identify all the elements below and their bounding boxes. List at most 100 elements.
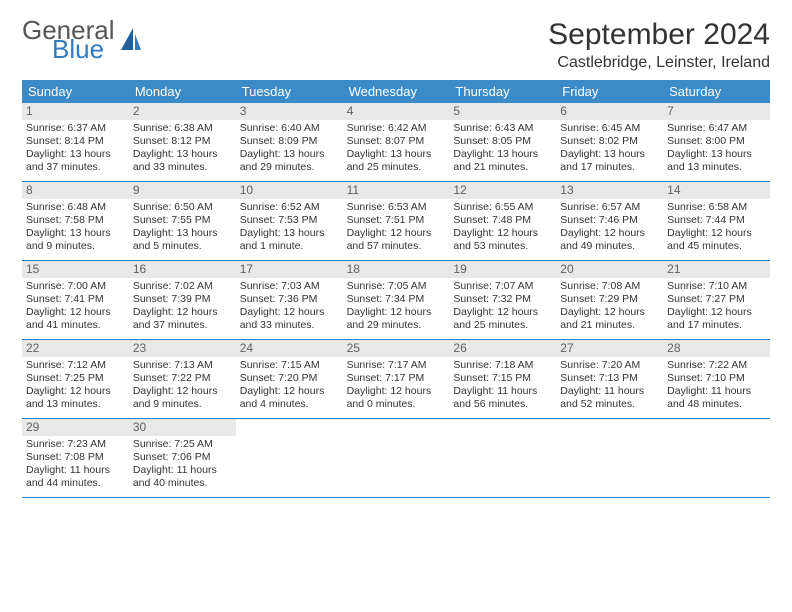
calendar-cell: 22 Sunrise: 7:12 AMSunset: 7:25 PMDayligh… [22, 340, 129, 418]
daylight-line: Daylight: 12 hours and 13 minutes. [26, 385, 125, 411]
day-number: 30 [129, 419, 236, 436]
day-number: 22 [22, 340, 129, 357]
sunset-line: Sunset: 7:29 PM [560, 293, 659, 306]
calendar-cell: 25Sunrise: 7:17 AMSunset: 7:17 PMDayligh… [343, 340, 450, 418]
daylight-line: Daylight: 12 hours and 49 minutes. [560, 227, 659, 253]
daylight-line: Daylight: 11 hours and 52 minutes. [560, 385, 659, 411]
sunrise-line: Sunrise: 7:12 AM [26, 359, 125, 372]
sunrise-line: Sunrise: 6:52 AM [240, 201, 339, 214]
sunset-line: Sunset: 7:55 PM [133, 214, 232, 227]
calendar-cell: 28Sunrise: 7:22 AMSunset: 7:10 PMDayligh… [663, 340, 770, 418]
logo: General Blue [22, 18, 143, 61]
sunset-line: Sunset: 7:25 PM [26, 372, 125, 385]
sunrise-line: Sunrise: 7:03 AM [240, 280, 339, 293]
calendar-cell: 17Sunrise: 7:03 AMSunset: 7:36 PMDayligh… [236, 261, 343, 339]
sunrise-line: Sunrise: 7:17 AM [347, 359, 446, 372]
day-number: 27 [556, 340, 663, 357]
logo-text: General Blue [22, 18, 115, 61]
day-number: 6 [556, 103, 663, 120]
day-number: 4 [343, 103, 450, 120]
sunset-line: Sunset: 7:15 PM [453, 372, 552, 385]
calendar-cell: 18Sunrise: 7:05 AMSunset: 7:34 PMDayligh… [343, 261, 450, 339]
sunrise-line: Sunrise: 7:23 AM [26, 438, 125, 451]
sunrise-line: Sunrise: 7:00 AM [26, 280, 125, 293]
daylight-line: Daylight: 13 hours and 5 minutes. [133, 227, 232, 253]
sunrise-line: Sunrise: 7:15 AM [240, 359, 339, 372]
day-number: 26 [449, 340, 556, 357]
calendar-week: 8Sunrise: 6:48 AMSunset: 7:58 PMDaylight… [22, 182, 770, 261]
calendar-cell: 30Sunrise: 7:25 AMSunset: 7:06 PMDayligh… [129, 419, 236, 497]
sunset-line: Sunset: 8:07 PM [347, 135, 446, 148]
header: General Blue September 2024 Castlebridge… [22, 18, 770, 72]
calendar-cell: 21Sunrise: 7:10 AMSunset: 7:27 PMDayligh… [663, 261, 770, 339]
sunset-line: Sunset: 7:13 PM [560, 372, 659, 385]
daylight-line: Daylight: 11 hours and 48 minutes. [667, 385, 766, 411]
day-number: 16 [129, 261, 236, 278]
calendar-cell [449, 419, 556, 497]
calendar-cell: 12Sunrise: 6:55 AMSunset: 7:48 PMDayligh… [449, 182, 556, 260]
weekday-label: Wednesday [343, 80, 450, 103]
calendar-cell: 7 Sunrise: 6:47 AMSunset: 8:00 PMDaylight… [663, 103, 770, 181]
sunset-line: Sunset: 7:34 PM [347, 293, 446, 306]
sunset-line: Sunset: 7:53 PM [240, 214, 339, 227]
sunrise-line: Sunrise: 6:38 AM [133, 122, 232, 135]
weekday-label: Sunday [22, 80, 129, 103]
daylight-line: Daylight: 12 hours and 53 minutes. [453, 227, 552, 253]
sunrise-line: Sunrise: 6:47 AM [667, 122, 766, 135]
calendar-cell: 6 Sunrise: 6:45 AMSunset: 8:02 PMDaylight… [556, 103, 663, 181]
sunset-line: Sunset: 8:00 PM [667, 135, 766, 148]
calendar-cell: 11Sunrise: 6:53 AMSunset: 7:51 PMDayligh… [343, 182, 450, 260]
sunrise-line: Sunrise: 7:02 AM [133, 280, 232, 293]
daylight-line: Daylight: 12 hours and 33 minutes. [240, 306, 339, 332]
sunrise-line: Sunrise: 7:10 AM [667, 280, 766, 293]
calendar-cell: 14Sunrise: 6:58 AMSunset: 7:44 PMDayligh… [663, 182, 770, 260]
daylight-line: Daylight: 12 hours and 45 minutes. [667, 227, 766, 253]
daylight-line: Daylight: 11 hours and 40 minutes. [133, 464, 232, 490]
day-number: 12 [449, 182, 556, 199]
day-number: 20 [556, 261, 663, 278]
calendar-cell: 4 Sunrise: 6:42 AMSunset: 8:07 PMDaylight… [343, 103, 450, 181]
daylight-line: Daylight: 12 hours and 21 minutes. [560, 306, 659, 332]
calendar-cell [236, 419, 343, 497]
sunrise-line: Sunrise: 6:48 AM [26, 201, 125, 214]
calendar-cell: 8Sunrise: 6:48 AMSunset: 7:58 PMDaylight… [22, 182, 129, 260]
daylight-line: Daylight: 13 hours and 17 minutes. [560, 148, 659, 174]
daylight-line: Daylight: 13 hours and 33 minutes. [133, 148, 232, 174]
daylight-line: Daylight: 12 hours and 41 minutes. [26, 306, 125, 332]
daylight-line: Daylight: 12 hours and 4 minutes. [240, 385, 339, 411]
calendar-cell: 13Sunrise: 6:57 AMSunset: 7:46 PMDayligh… [556, 182, 663, 260]
sunrise-line: Sunrise: 7:05 AM [347, 280, 446, 293]
sunset-line: Sunset: 7:22 PM [133, 372, 232, 385]
sunset-line: Sunset: 8:02 PM [560, 135, 659, 148]
weekday-label: Saturday [663, 80, 770, 103]
calendar-cell: 3Sunrise: 6:40 AMSunset: 8:09 PMDaylight… [236, 103, 343, 181]
weekday-label: Thursday [449, 80, 556, 103]
sunrise-line: Sunrise: 6:45 AM [560, 122, 659, 135]
sunset-line: Sunset: 7:20 PM [240, 372, 339, 385]
sunset-line: Sunset: 8:14 PM [26, 135, 125, 148]
day-number: 7 [663, 103, 770, 120]
sunrise-line: Sunrise: 6:37 AM [26, 122, 125, 135]
day-number: 13 [556, 182, 663, 199]
sunset-line: Sunset: 7:39 PM [133, 293, 232, 306]
sunrise-line: Sunrise: 6:53 AM [347, 201, 446, 214]
page-title: September 2024 [548, 18, 770, 52]
daylight-line: Daylight: 13 hours and 25 minutes. [347, 148, 446, 174]
calendar: SundayMondayTuesdayWednesdayThursdayFrid… [22, 80, 770, 498]
calendar-body: 1Sunrise: 6:37 AMSunset: 8:14 PMDaylight… [22, 103, 770, 498]
calendar-week: 1Sunrise: 6:37 AMSunset: 8:14 PMDaylight… [22, 103, 770, 182]
sunset-line: Sunset: 7:08 PM [26, 451, 125, 464]
sunrise-line: Sunrise: 7:07 AM [453, 280, 552, 293]
sunrise-line: Sunrise: 7:25 AM [133, 438, 232, 451]
day-number: 3 [236, 103, 343, 120]
calendar-cell [556, 419, 663, 497]
sunrise-line: Sunrise: 6:42 AM [347, 122, 446, 135]
sunrise-line: Sunrise: 6:50 AM [133, 201, 232, 214]
daylight-line: Daylight: 13 hours and 13 minutes. [667, 148, 766, 174]
daylight-line: Daylight: 13 hours and 37 minutes. [26, 148, 125, 174]
sunset-line: Sunset: 7:27 PM [667, 293, 766, 306]
weekday-label: Monday [129, 80, 236, 103]
weekday-label: Friday [556, 80, 663, 103]
sunset-line: Sunset: 7:10 PM [667, 372, 766, 385]
calendar-cell: 26Sunrise: 7:18 AMSunset: 7:15 PMDayligh… [449, 340, 556, 418]
